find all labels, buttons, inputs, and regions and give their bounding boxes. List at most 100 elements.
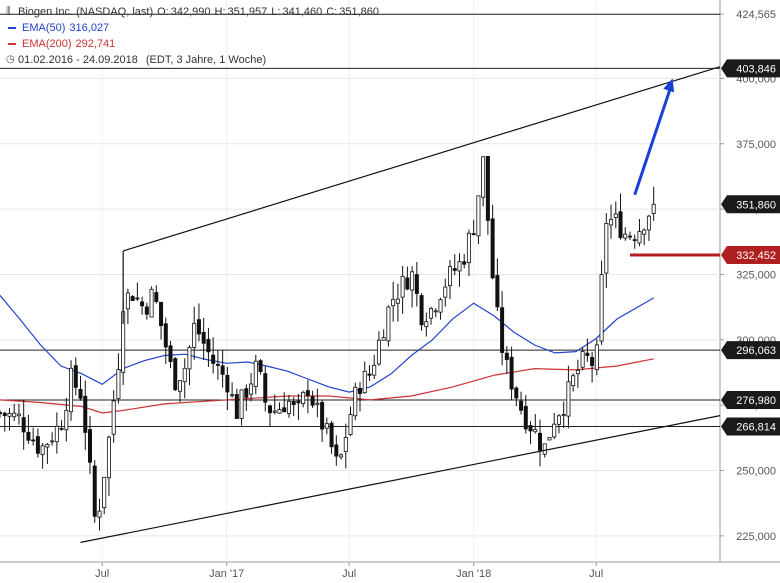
- candle-body: [414, 274, 419, 294]
- candle-body: [50, 440, 55, 443]
- candle-body: [159, 301, 164, 327]
- candle-body: [471, 233, 476, 236]
- candle-body: [561, 414, 566, 416]
- candle-body: [386, 306, 391, 342]
- candle-body: [457, 261, 462, 272]
- candle-body: [296, 400, 301, 404]
- candle-body: [253, 360, 258, 387]
- candle-body: [395, 298, 400, 304]
- price-badge-label: 296,063: [736, 345, 776, 357]
- candle-body: [140, 301, 145, 307]
- candle-body: [315, 402, 320, 405]
- ema200-value: 292,741: [75, 38, 116, 50]
- high-label: H:: [214, 6, 226, 18]
- candle-body: [594, 344, 599, 370]
- candle-body: [438, 299, 443, 313]
- candle-body: [410, 271, 415, 291]
- period-row: ◷ 01.02.2016 - 24.09.2018 (EDT, 3 Jahre,…: [6, 52, 379, 68]
- candle-body: [282, 407, 287, 413]
- candle-body: [637, 231, 642, 244]
- ema50-swatch: [8, 27, 16, 29]
- price-badge: [721, 341, 780, 360]
- candle-body: [69, 367, 74, 413]
- x-tick-label: Jan '17: [209, 568, 244, 580]
- price-badge-label: 266,814: [736, 422, 776, 434]
- candle-body: [64, 410, 69, 431]
- price-badge: [721, 195, 780, 214]
- candle-body: [7, 413, 12, 417]
- candle-body: [452, 268, 457, 271]
- candle-body: [533, 429, 538, 433]
- candle-body: [429, 308, 434, 319]
- candle-body: [613, 213, 618, 218]
- price-badge: [721, 59, 780, 78]
- candle-body: [187, 346, 192, 370]
- candle-body: [599, 274, 604, 342]
- ema200-label: EMA(200): [22, 38, 72, 50]
- ema200-swatch: [8, 43, 16, 45]
- candle-body: [21, 417, 26, 433]
- candle-body: [324, 423, 329, 429]
- candle-body: [125, 292, 130, 310]
- candle-body: [59, 428, 64, 430]
- channel-upper-line: [122, 66, 721, 252]
- open-value: 342,990: [170, 6, 211, 18]
- candle-body: [542, 443, 547, 455]
- x-tick-label: Jan '18: [456, 568, 491, 580]
- candle-body: [400, 275, 405, 298]
- ema50-line: [0, 295, 654, 393]
- candle-body: [590, 357, 595, 367]
- candle-body: [230, 394, 235, 397]
- candle-body: [538, 432, 543, 451]
- price-badge-label: 351,860: [736, 199, 776, 211]
- candle-body: [173, 358, 178, 391]
- candle-body: [575, 369, 580, 375]
- candle-body: [632, 239, 637, 242]
- candle-body: [405, 277, 410, 290]
- candle-body: [585, 352, 590, 356]
- y-tick-label: 424,565: [736, 9, 776, 21]
- candle-body: [263, 373, 268, 403]
- price-badge-label: 276,980: [736, 395, 776, 407]
- candle-body: [618, 211, 623, 239]
- clock-icon: ◷: [6, 54, 15, 65]
- candle-body: [305, 390, 310, 396]
- candle-body: [111, 400, 116, 435]
- candle-body: [2, 412, 7, 417]
- candle-body: [642, 229, 647, 235]
- candle-body: [357, 388, 362, 394]
- instrument-title: Biogen Inc. (NASDAQ, last): [18, 6, 154, 18]
- candle-body: [651, 203, 656, 214]
- y-tick-label: 325,000: [736, 269, 776, 281]
- low-label: L:: [271, 6, 281, 18]
- price-badge: [721, 245, 780, 264]
- candle-body: [106, 436, 111, 479]
- ema50-value: 316,027: [69, 22, 110, 34]
- candle-body: [556, 415, 561, 425]
- candle-body: [206, 339, 211, 353]
- candle-body: [604, 222, 609, 274]
- candle-body: [272, 410, 277, 413]
- ohlc-row: ⫼ Biogen Inc. (NASDAQ, last) O: 342,990 …: [6, 4, 379, 20]
- candle-body: [523, 406, 528, 430]
- candle-body: [443, 286, 448, 298]
- candle-body: [372, 364, 377, 376]
- candle-body: [528, 425, 533, 432]
- candle-body: [0, 412, 3, 414]
- candle-body: [163, 323, 168, 348]
- candle-body: [376, 339, 381, 365]
- ema50-row: EMA(50) 316,027: [6, 20, 379, 36]
- candle-body: [447, 266, 452, 287]
- candle-body: [362, 370, 367, 394]
- candle-body: [88, 429, 93, 463]
- candle-body: [83, 395, 88, 433]
- candle-body: [566, 381, 571, 417]
- candlestick-icon: ⫼: [6, 6, 11, 17]
- candle-body: [239, 389, 244, 419]
- candle-body: [73, 365, 78, 388]
- low-value: 341,460: [282, 6, 323, 18]
- candle-body: [12, 412, 17, 418]
- candle-body: [116, 369, 121, 400]
- candle-body: [192, 322, 197, 348]
